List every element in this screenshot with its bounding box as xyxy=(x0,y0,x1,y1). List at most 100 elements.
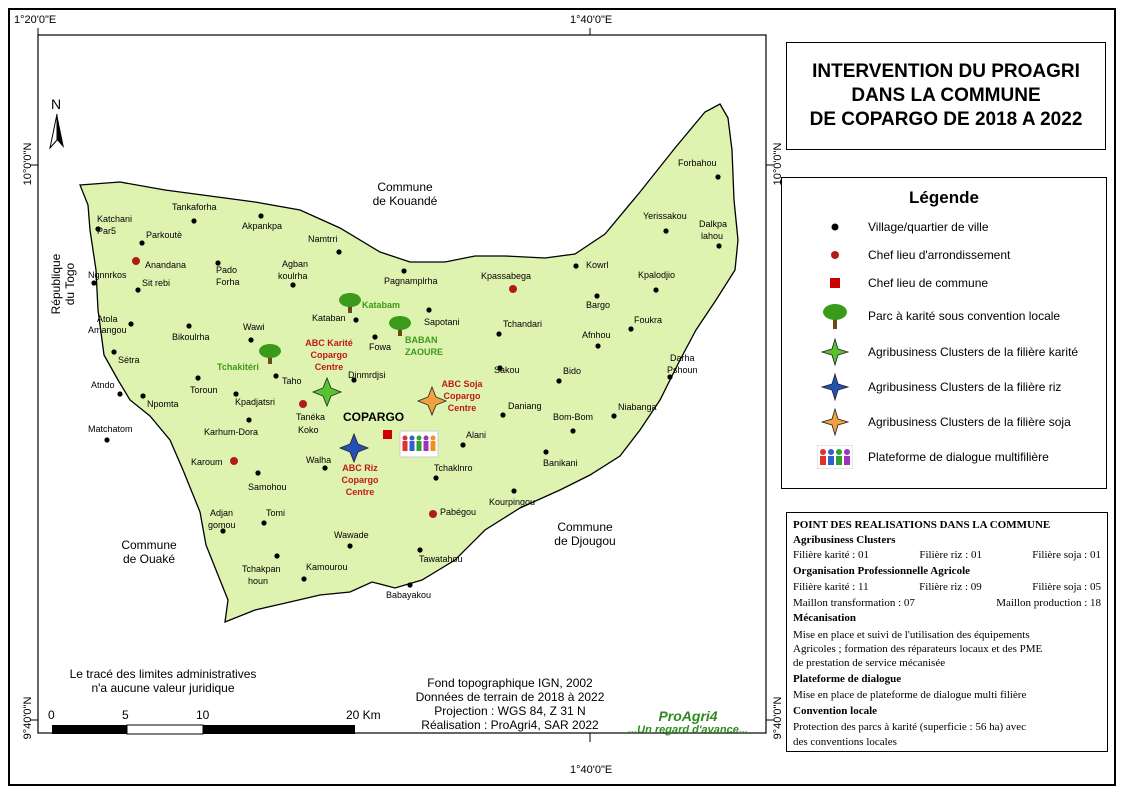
scale-bar xyxy=(52,724,355,735)
place-label: Dalkpa xyxy=(699,219,727,229)
village-dot-icon xyxy=(417,547,423,553)
village-dot-icon xyxy=(663,228,669,234)
place-label: Agban xyxy=(282,259,308,269)
chef-arrondissement-dot-icon xyxy=(810,240,860,270)
village-dot-icon xyxy=(140,393,146,399)
realisations-box: POINT DES REALISATIONS DANS LA COMMUNE A… xyxy=(786,512,1108,752)
info-row: Maillon transformation : 07 Maillon prod… xyxy=(793,597,1101,609)
place-label: Npomta xyxy=(147,399,179,409)
info-text: Mise en place et suivi de l'utilisation … xyxy=(793,629,1030,641)
village-dot-icon xyxy=(810,212,860,242)
logo-name: ProAgri4 xyxy=(658,708,718,724)
note-line: n'a aucune valeur juridique xyxy=(91,681,235,695)
info-value: Filière riz : 09 xyxy=(919,581,982,593)
chef-arrondissement-dot-icon xyxy=(509,285,517,293)
soja-star-icon xyxy=(810,407,860,437)
place-label: Bido xyxy=(563,366,581,376)
legend-item-soja: Agribusiness Clusters de la filière soja xyxy=(782,407,1106,437)
place-label: Centre xyxy=(315,362,344,372)
legend-label: Chef lieu de commune xyxy=(868,276,989,290)
village-dot-icon xyxy=(195,375,201,381)
legend-item-karite: Agribusiness Clusters de la filière kari… xyxy=(782,337,1106,367)
place-label: Tomi xyxy=(266,508,285,518)
legend-label: Agribusiness Clusters de la filière soja xyxy=(868,415,1071,429)
village-dot-icon xyxy=(653,287,659,293)
place-label: Amangou xyxy=(88,325,127,335)
place-label: Ngnnrkos xyxy=(88,270,127,280)
place-label: Kpadjatsri xyxy=(235,397,275,407)
place-label: Kowrl xyxy=(586,260,609,270)
info-value: Filière riz : 01 xyxy=(919,549,982,561)
village-dot-icon xyxy=(573,263,579,269)
place-label: Alani xyxy=(466,430,486,440)
place-label: ABC Soja xyxy=(441,379,483,389)
village-dot-icon xyxy=(715,174,721,180)
place-label: Centre xyxy=(346,487,375,497)
place-label: Atndo xyxy=(91,380,115,390)
legend-item-plateforme: Plateforme de dialogue multifilière xyxy=(782,442,1106,472)
village-dot-icon xyxy=(117,391,123,397)
place-label: Bom-Bom xyxy=(553,412,593,422)
place-label: Niabanga xyxy=(618,402,657,412)
label-djougou: Commune de Djougou xyxy=(540,520,630,548)
place-label: Forha xyxy=(216,277,240,287)
label-line: de Djougou xyxy=(554,534,616,548)
place-label: Pabégou xyxy=(440,507,476,517)
info-value: Filière soja : 01 xyxy=(1032,549,1101,561)
place-label: Forbahou xyxy=(678,158,717,168)
sources: Fond topographique IGN, 2002 Données de … xyxy=(380,676,640,732)
info-text: Protection des parcs à karité (superfici… xyxy=(793,721,1027,733)
label-line: Commune xyxy=(121,538,177,552)
label-line: République xyxy=(49,253,63,315)
place-label: Atola xyxy=(97,314,118,324)
karite-star-icon xyxy=(311,376,343,408)
place-label: ABC Riz xyxy=(342,463,378,473)
village-dot-icon xyxy=(258,213,264,219)
map-title: INTERVENTION DU PROAGRI DANS LA COMMUNE … xyxy=(786,42,1106,150)
place-label: Bikoulrha xyxy=(172,332,210,342)
coord-top-left: 1°20'0"E xyxy=(14,14,57,26)
place-label: Tanéka xyxy=(296,412,325,422)
tree-trunk xyxy=(268,353,272,364)
village-dot-icon xyxy=(433,475,439,481)
person-shape xyxy=(416,435,422,441)
place-label: Kourpingou xyxy=(489,497,535,507)
place-label: Kpassabega xyxy=(481,271,531,281)
person-shape xyxy=(409,441,415,451)
village-dot-icon xyxy=(594,293,600,299)
info-value: Filière karité : 11 xyxy=(793,581,869,593)
label-line: Commune xyxy=(557,520,613,534)
village-dot-icon xyxy=(135,287,141,293)
map-neatline xyxy=(37,34,767,734)
place-label: ABC Karité xyxy=(305,338,353,348)
place-label: Yerissakou xyxy=(643,211,687,221)
village-dot-icon xyxy=(460,442,466,448)
disclaimer: Le tracé des limites administratives n'a… xyxy=(48,667,278,695)
coord-bottom-mid: 1°40'0"E xyxy=(570,764,613,776)
info-heading: Mécanisation xyxy=(793,612,856,624)
person-shape xyxy=(423,441,429,451)
chef-arrondissement-dot-icon xyxy=(230,457,238,465)
legend-label: Parc à karité sous convention locale xyxy=(868,309,1061,323)
source-line: Données de terrain de 2018 à 2022 xyxy=(415,690,605,704)
place-label: gomou xyxy=(208,520,236,530)
soja-star-icon xyxy=(416,385,448,417)
title-line: INTERVENTION DU PROAGRI xyxy=(812,61,1080,82)
coord-right-bottom: 9°40'0"N xyxy=(772,696,784,740)
village-dot-icon xyxy=(104,437,110,443)
scale-label-10: 10 xyxy=(196,708,210,722)
legend-item-parc: Parc à karité sous convention locale xyxy=(782,301,1106,331)
place-label: Foukra xyxy=(634,315,662,325)
place-label: Kataban xyxy=(312,313,346,323)
info-row: Filière karité : 01 Filière riz : 01 Fil… xyxy=(793,549,1101,561)
place-label: Afnhou xyxy=(582,330,611,340)
place-label: Fowa xyxy=(369,342,391,352)
village-dot-icon xyxy=(215,260,221,266)
north-arrow-icon xyxy=(49,113,64,150)
tree-icon xyxy=(259,344,281,358)
village-dot-icon xyxy=(511,488,517,494)
place-label: Tchakitéri xyxy=(217,362,259,372)
info-heading: Plateforme de dialogue xyxy=(793,673,902,685)
place-label: Sit rebi xyxy=(142,278,170,288)
